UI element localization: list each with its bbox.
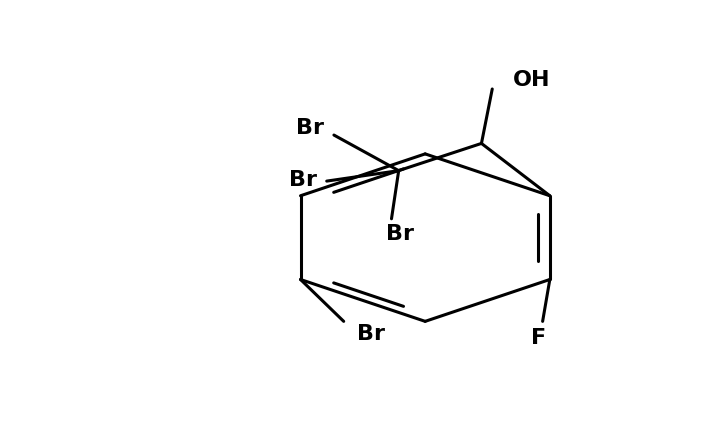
Text: Br: Br xyxy=(357,323,385,343)
Text: Br: Br xyxy=(386,224,414,244)
Text: Br: Br xyxy=(289,170,317,190)
Text: Br: Br xyxy=(296,118,324,137)
Text: F: F xyxy=(531,328,547,348)
Text: OH: OH xyxy=(513,69,550,89)
